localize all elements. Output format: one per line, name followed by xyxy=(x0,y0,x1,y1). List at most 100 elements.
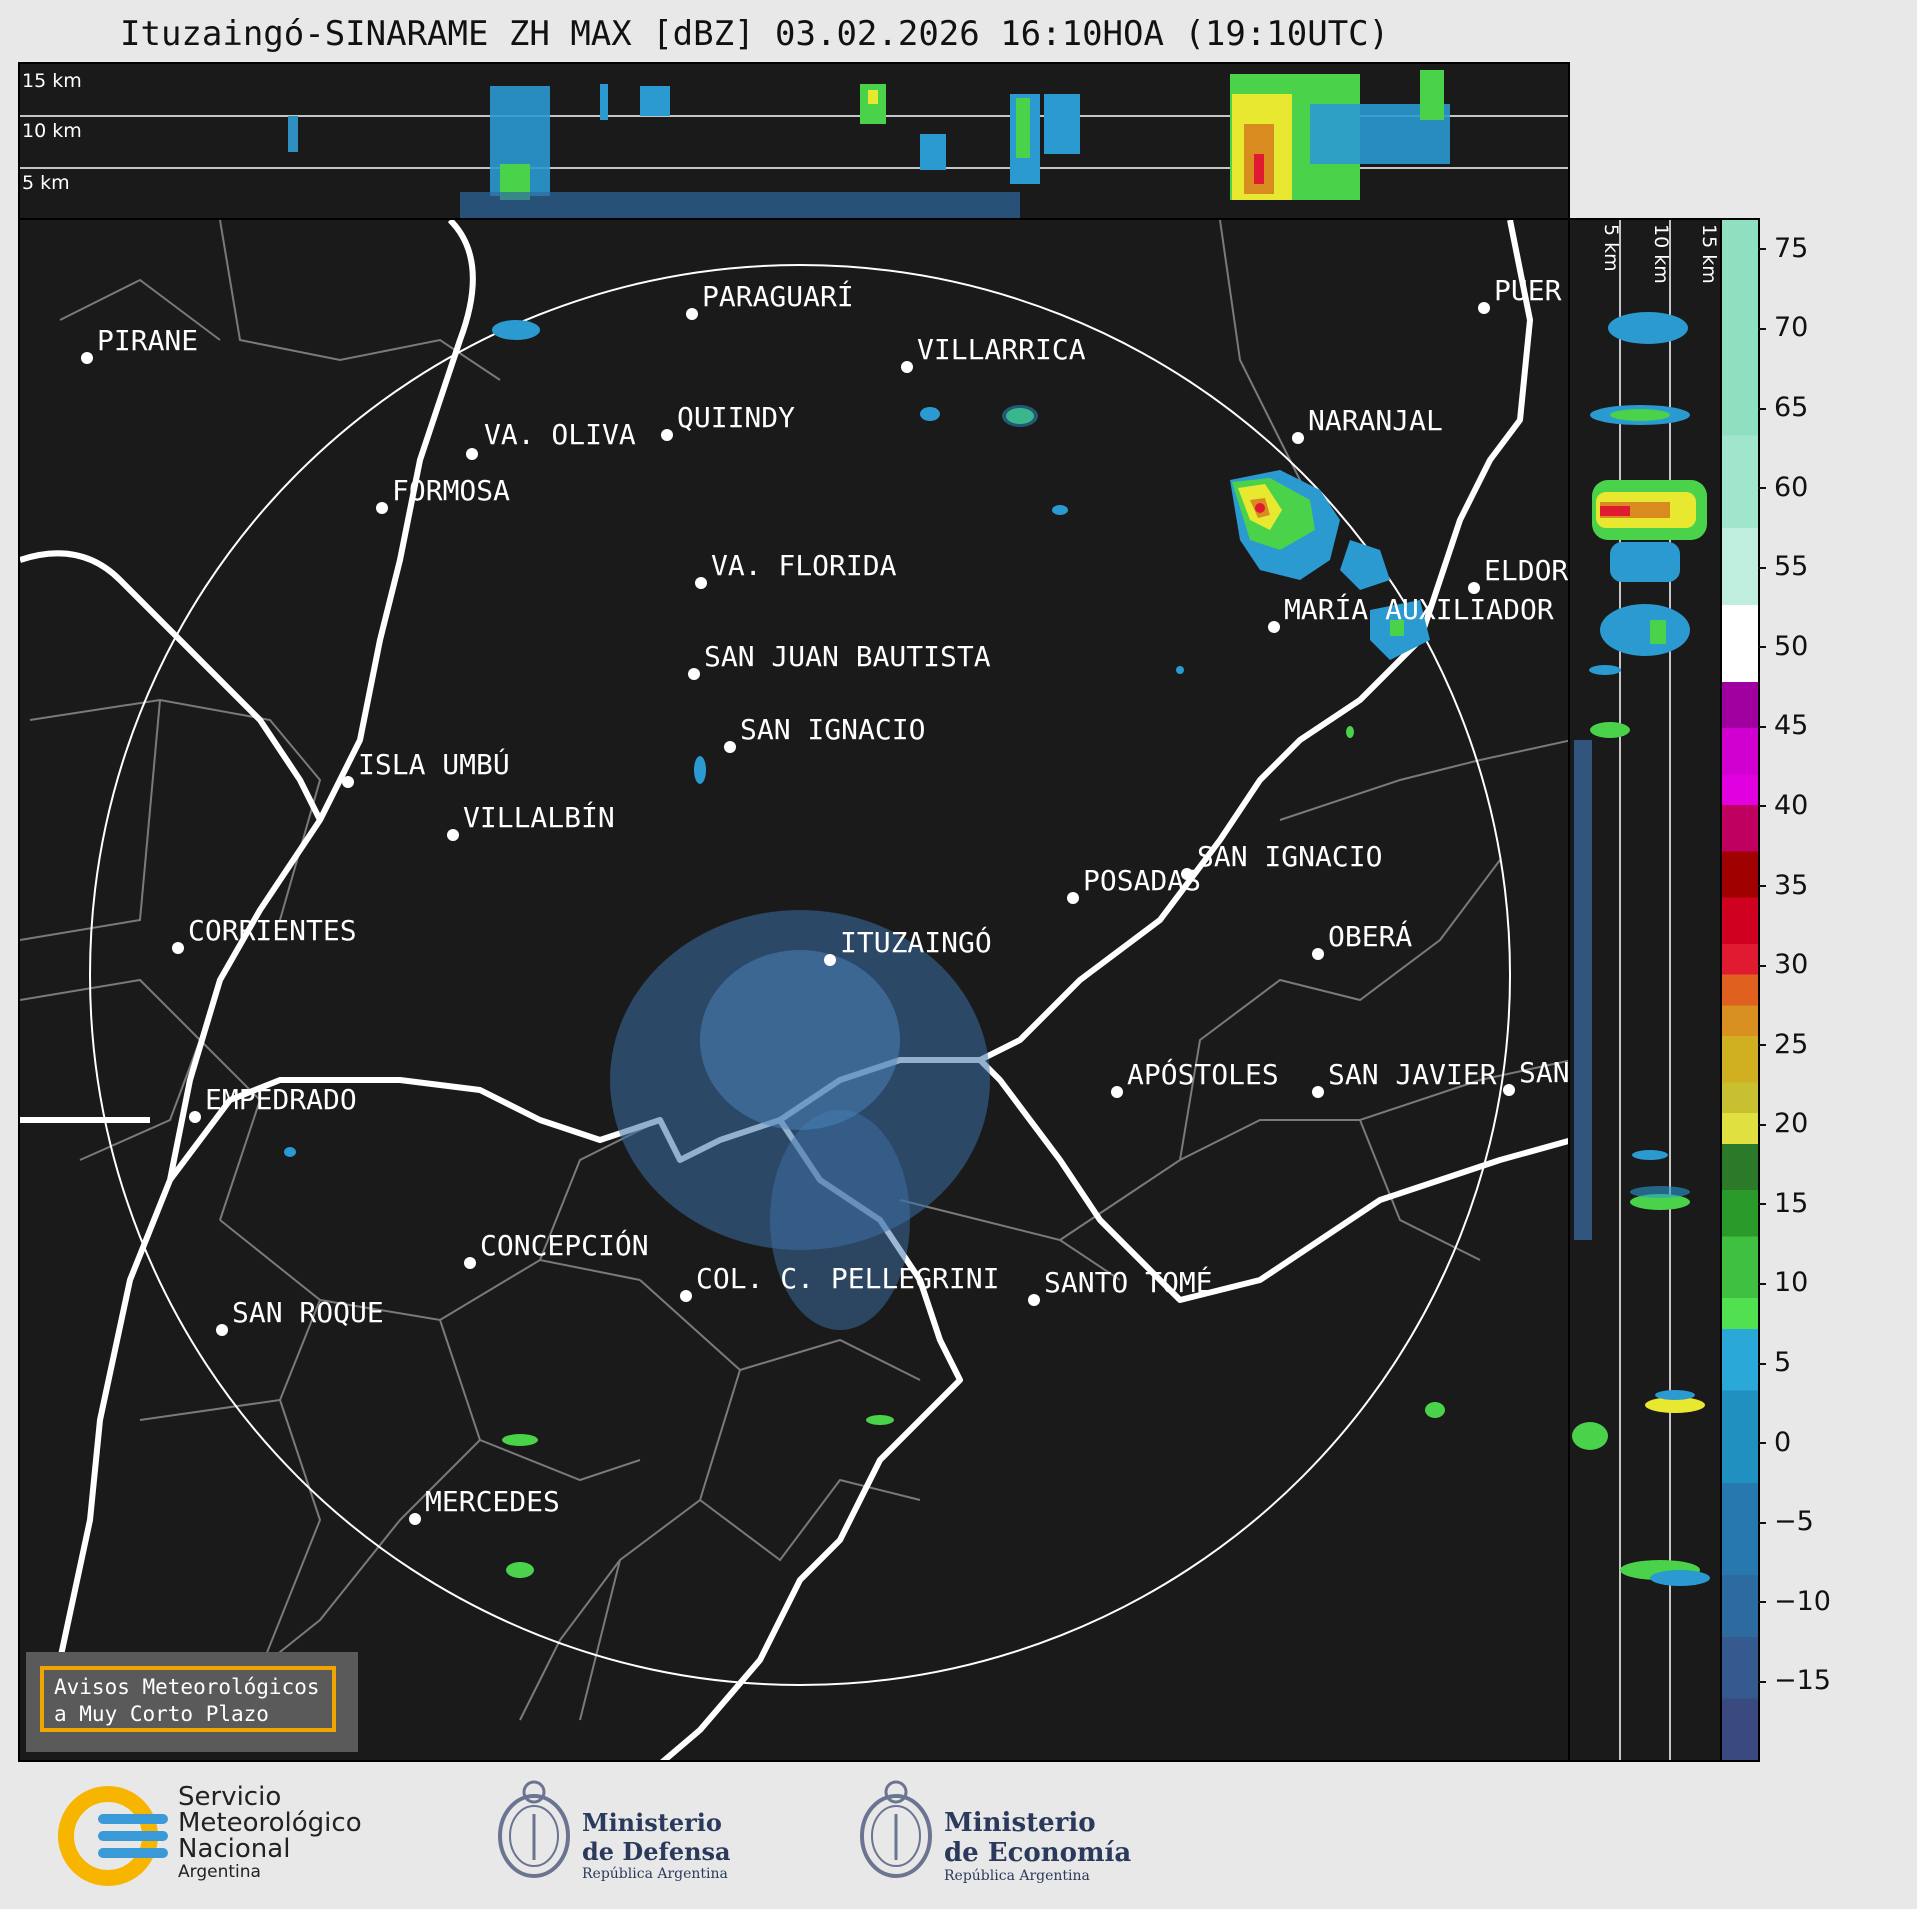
radar-map: PIRANE PARAGUARÍ VILLARRICA QUIINDY VA. OLIV… xyxy=(18,218,1570,1762)
colorbar-tick-label: 30 xyxy=(1757,949,1808,980)
economia-line-2: de Economía xyxy=(944,1838,1132,1868)
city-marker xyxy=(1181,868,1193,880)
city-label: SANTO TOMÉ xyxy=(1044,1265,1213,1299)
defensa-line-1: Ministerio xyxy=(582,1808,722,1837)
colorbar-tick-label: 5 xyxy=(1757,1347,1791,1378)
height-label-5km: 5 km xyxy=(22,172,70,194)
side-height-label-5km: 5 km xyxy=(1600,224,1622,272)
echo xyxy=(1254,154,1264,184)
city-marker xyxy=(1312,1086,1324,1098)
city-marker xyxy=(1468,582,1480,594)
top-panel-graphics xyxy=(20,70,1568,218)
warning-link[interactable]: Avisos Meteorológicos a Muy Corto Plazo xyxy=(40,1666,336,1732)
city-marker xyxy=(172,942,184,954)
smn-line-1: Servicio xyxy=(178,1782,282,1812)
side-height-label-10km: 10 km xyxy=(1650,224,1672,284)
city-label: FORMOSA xyxy=(392,474,510,507)
city-label: ELDOR xyxy=(1484,554,1568,587)
city-label: SAN JAVIER xyxy=(1328,1058,1497,1091)
height-label-10km: 10 km xyxy=(22,120,82,142)
city-label: VA. OLIVA xyxy=(484,418,636,451)
city-marker xyxy=(695,577,707,589)
city-label: MARÍA AUXILIADOR xyxy=(1284,592,1554,626)
precipitation-echoes xyxy=(284,320,1445,1578)
city-label: VILLALBÍN xyxy=(463,800,615,834)
echo xyxy=(288,116,298,152)
warning-line-2: a Muy Corto Plazo xyxy=(54,1702,269,1726)
city-layer: PIRANE PARAGUARÍ VILLARRICA QUIINDY VA. OLIV… xyxy=(81,274,1570,1525)
echo xyxy=(1044,94,1080,154)
city-label: SAN xyxy=(1519,1056,1570,1089)
city-marker xyxy=(376,502,388,514)
city-label: PUER xyxy=(1494,274,1562,307)
city-label: PARAGUARÍ xyxy=(702,279,854,313)
city-marker xyxy=(447,829,459,841)
city-marker xyxy=(81,352,93,364)
colorbar-tick-label: 10 xyxy=(1757,1267,1808,1298)
colorbar-tick-label: −15 xyxy=(1758,1665,1831,1696)
colorbar-tick-label: 45 xyxy=(1757,710,1808,741)
echo xyxy=(460,192,1020,218)
colorbar-tick-label: 25 xyxy=(1757,1029,1808,1060)
city-marker xyxy=(1067,892,1079,904)
city-marker xyxy=(724,741,736,753)
city-marker xyxy=(1028,1294,1040,1306)
city-label: MERCEDES xyxy=(425,1485,560,1518)
city-marker xyxy=(189,1111,201,1123)
colorbar-tick-label: 20 xyxy=(1757,1108,1808,1139)
echo xyxy=(1016,98,1030,158)
city-label: ISLA UMBÚ xyxy=(358,747,510,781)
echo xyxy=(1420,70,1444,120)
city-marker xyxy=(688,668,700,680)
economia-line-1: Ministerio xyxy=(944,1808,1096,1838)
city-label: VILLARRICA xyxy=(917,333,1086,366)
colorbar-tick-label: 65 xyxy=(1757,392,1808,423)
side-height-label-15km: 15 km xyxy=(1698,224,1720,284)
colorbar-tick-label: −5 xyxy=(1758,1506,1814,1537)
city-marker xyxy=(901,361,913,373)
echo xyxy=(868,90,878,104)
city-label: POSADAS xyxy=(1083,864,1201,897)
city-label: SAN IGNACIO xyxy=(740,713,925,746)
map-graphics: PIRANE PARAGUARÍ VILLARRICA QUIINDY VA. OLIV… xyxy=(20,220,1570,1760)
city-label: SAN ROQUE xyxy=(232,1296,384,1329)
city-marker xyxy=(1312,948,1324,960)
economia-line-3: República Argentina xyxy=(944,1868,1090,1884)
city-marker xyxy=(1292,432,1304,444)
city-marker xyxy=(1478,302,1490,314)
top-height-panel: 15 km 10 km 5 km xyxy=(18,62,1570,220)
city-label: CONCEPCIÓN xyxy=(480,1228,649,1262)
colorbar-tick-label: 40 xyxy=(1757,790,1808,821)
city-marker xyxy=(661,429,673,441)
city-label: SAN JUAN BAUTISTA xyxy=(704,640,991,673)
city-label: COL. C. PELLEGRINI xyxy=(696,1262,999,1295)
city-label: PIRANE xyxy=(97,324,198,357)
city-marker xyxy=(466,448,478,460)
city-label: SAN IGNACIO xyxy=(1197,840,1382,873)
city-marker xyxy=(1111,1086,1123,1098)
smn-line-2: Meteorológico xyxy=(178,1808,362,1838)
city-marker xyxy=(342,776,354,788)
ground-clutter xyxy=(610,910,990,1330)
city-marker xyxy=(409,1513,421,1525)
city-label: APÓSTOLES xyxy=(1127,1057,1279,1091)
city-marker xyxy=(1268,621,1280,633)
map-title: Ituzaingó-SINARAME ZH MAX [dBZ] 03.02.20… xyxy=(120,14,1390,54)
argentina-seal-icon xyxy=(860,1780,932,1878)
city-marker xyxy=(464,1257,476,1269)
warning-line-1: Avisos Meteorológicos xyxy=(54,1675,320,1699)
defensa-line-3: República Argentina xyxy=(582,1866,728,1882)
height-label-15km: 15 km xyxy=(22,70,82,92)
side-panel-graphics xyxy=(1572,220,1710,1760)
city-marker xyxy=(1503,1084,1515,1096)
city-label: CORRIENTES xyxy=(188,914,357,947)
city-label: VA. FLORIDA xyxy=(711,549,897,582)
colorbar-tick-label: 15 xyxy=(1757,1188,1808,1219)
echo xyxy=(600,84,608,120)
colorbar-tick-label: 0 xyxy=(1757,1427,1791,1458)
smn-line-4: Argentina xyxy=(178,1862,261,1882)
city-label: NARANJAL xyxy=(1308,404,1443,437)
warning-box[interactable]: Avisos Meteorológicos a Muy Corto Plazo xyxy=(26,1652,358,1752)
dbz-colorbar xyxy=(1720,218,1760,1762)
echo xyxy=(640,86,670,116)
